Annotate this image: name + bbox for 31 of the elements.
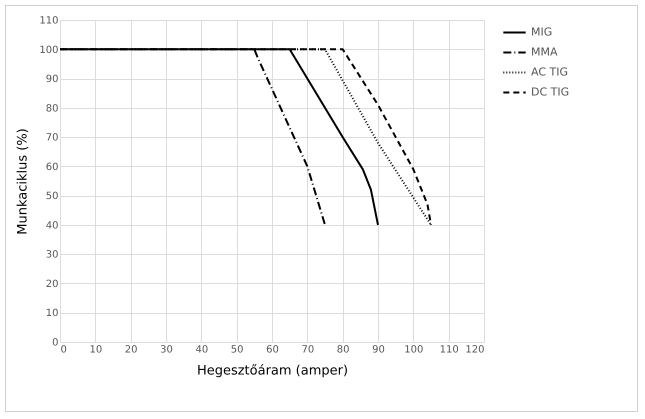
x-tick-label: 80 [336,344,350,356]
y-tick-label: 20 [46,278,58,290]
y-tick-label: 10 [46,308,58,320]
y-tick-label: 90 [46,74,58,86]
y-tick-label: 80 [46,103,58,114]
x-tick-label: 0 [60,344,67,356]
x-tick-label: 70 [301,344,314,356]
y-tick-label: 60 [46,162,58,173]
y-tick-label: 0 [52,338,58,348]
x-tick-label: 100 [404,344,424,356]
x-tick-label: 40 [195,344,208,356]
x-tick-label: 60 [266,344,279,356]
x-tick-label: 110 [440,344,459,356]
y-tick-label: 100 [39,44,58,56]
x-tick-label: 90 [372,344,385,356]
x-tick-label: 30 [160,344,173,356]
legend-label: MIG [531,26,552,38]
y-tick-label: 30 [46,250,58,261]
x-tick-label: 20 [124,344,138,356]
y-tick-label: 50 [46,191,58,202]
y-tick-label: 70 [46,132,58,144]
x-tick-label: 120 [465,344,484,356]
x-tick-label: 10 [89,344,102,356]
legend-label: AC TIG [531,66,568,78]
y-tick-label: 40 [46,220,58,232]
legend-label: DC TIG [531,86,570,98]
x-axis-title: Hegesztőáram (amper) [196,364,348,378]
legend-label: MMA [531,46,558,58]
y-axis-title: Munkaciklus (%) [15,128,30,235]
x-tick-label: 50 [230,344,244,356]
y-tick-label: 110 [39,16,58,26]
